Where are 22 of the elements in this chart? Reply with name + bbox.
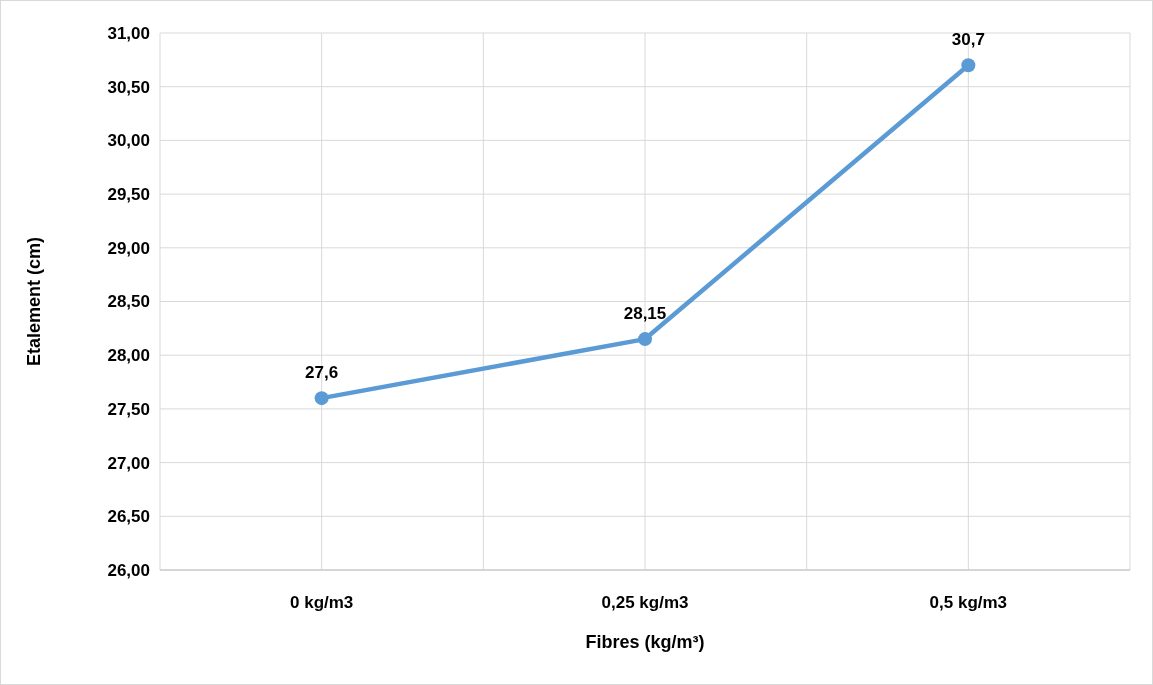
y-tick-label: 30,50 [107,77,150,97]
y-tick-label: 29,50 [107,185,150,205]
x-tick-label: 0,25 kg/m3 [601,593,689,612]
data-label: 28,15 [623,304,667,324]
data-label: 30,7 [951,30,985,50]
y-tick-label: 29,00 [107,238,150,258]
x-tick-label: 0,5 kg/m3 [929,593,1008,612]
point [961,58,976,73]
y-axis-title: Etalement (cm) [24,236,44,367]
point [314,391,329,406]
y-tick-label: 28,00 [107,346,150,366]
x-tick-label: 0 kg/m3 [290,593,354,612]
x-axis-title: Fibres (kg/m³) [585,632,705,652]
y-tick-label: 27,00 [107,453,150,473]
y-tick-label: 26,50 [107,507,150,527]
y-tick-label: 26,00 [107,560,150,580]
data-label: 27,6 [305,363,339,383]
y-tick-label: 28,50 [107,292,150,312]
y-tick-label: 30,00 [107,131,150,151]
point [638,332,652,347]
y-tick-label: 31,00 [107,23,150,43]
y-tick-label: 27,50 [107,399,150,419]
